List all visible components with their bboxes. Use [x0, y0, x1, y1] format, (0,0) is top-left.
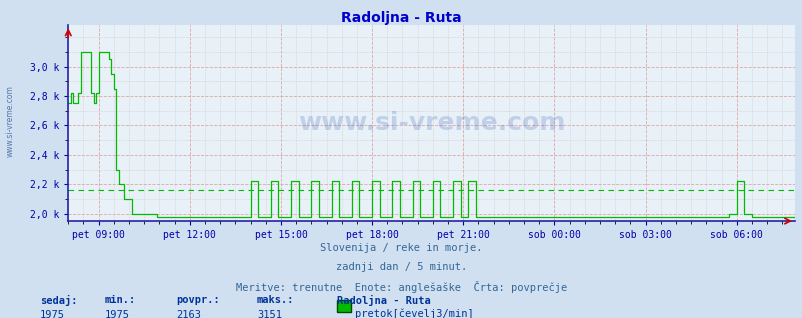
Text: 1975: 1975	[104, 310, 129, 318]
Text: povpr.:: povpr.:	[176, 295, 220, 305]
Text: min.:: min.:	[104, 295, 136, 305]
Text: pretok[čevelj3/min]: pretok[čevelj3/min]	[354, 308, 473, 318]
Text: Slovenija / reke in morje.: Slovenija / reke in morje.	[320, 243, 482, 253]
Text: 1975: 1975	[40, 310, 65, 318]
Text: maks.:: maks.:	[257, 295, 294, 305]
Text: www.si-vreme.com: www.si-vreme.com	[6, 85, 15, 157]
Text: zadnji dan / 5 minut.: zadnji dan / 5 minut.	[335, 262, 467, 272]
Text: Meritve: trenutne  Enote: anglešaške  Črta: povprečje: Meritve: trenutne Enote: anglešaške Črta…	[236, 281, 566, 294]
Text: Radoljna - Ruta: Radoljna - Ruta	[341, 11, 461, 25]
Text: Radoljna - Ruta: Radoljna - Ruta	[337, 295, 431, 306]
Text: sedaj:: sedaj:	[40, 295, 78, 306]
Text: www.si-vreme.com: www.si-vreme.com	[298, 111, 565, 135]
Text: 3151: 3151	[257, 310, 282, 318]
Text: 2163: 2163	[176, 310, 201, 318]
